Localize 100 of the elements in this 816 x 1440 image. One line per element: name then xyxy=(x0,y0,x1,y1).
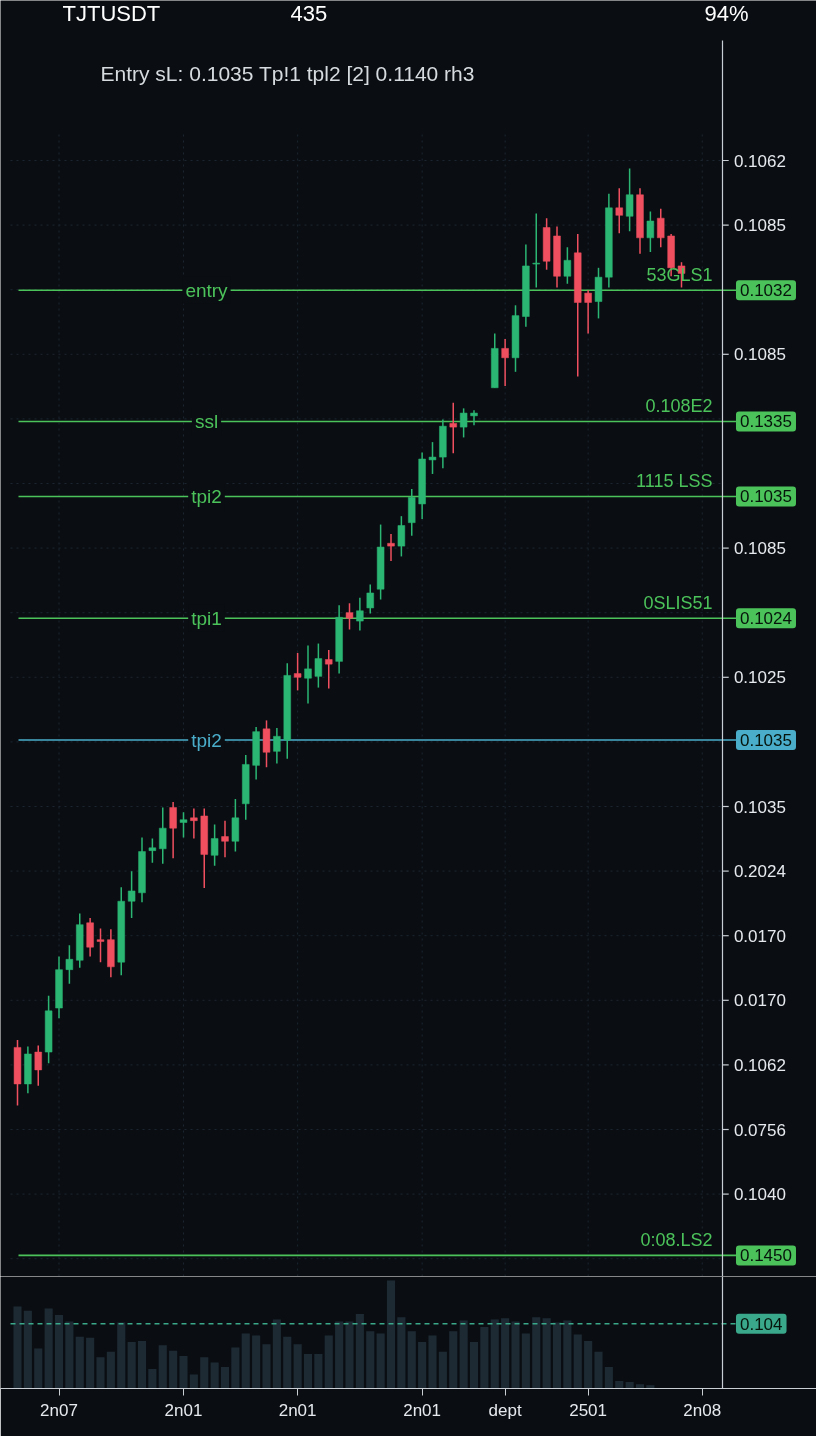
text: 0.1085 xyxy=(733,539,786,559)
candlestick xyxy=(221,819,229,858)
bar xyxy=(272,1319,281,1389)
bar xyxy=(169,1350,178,1389)
bar xyxy=(584,1340,593,1389)
candlestick xyxy=(169,801,177,859)
bar xyxy=(428,1335,437,1389)
text: 0.1085 xyxy=(733,345,786,365)
bar xyxy=(44,1308,53,1389)
candlestick xyxy=(657,208,665,248)
candlestick xyxy=(65,944,74,985)
candlestick xyxy=(459,407,468,439)
bar xyxy=(625,1382,634,1389)
bar xyxy=(386,1280,396,1389)
text: 0.1062 xyxy=(733,1055,786,1075)
ref-line-label: tpi2 xyxy=(191,485,222,507)
bar xyxy=(480,1326,489,1389)
text: 0.1025 xyxy=(733,668,786,688)
candlestick xyxy=(34,1044,42,1087)
x-tick-label: 2n01 xyxy=(164,1400,203,1420)
candlestick xyxy=(397,515,406,558)
bar xyxy=(532,1317,541,1389)
candlestick xyxy=(532,212,540,289)
candlestick xyxy=(387,533,395,562)
ref-line-label: entry xyxy=(185,279,229,301)
bar xyxy=(646,1385,655,1389)
bar xyxy=(345,1321,354,1389)
bar xyxy=(366,1331,375,1389)
bar xyxy=(54,1315,64,1389)
bar xyxy=(563,1320,572,1389)
bar xyxy=(407,1331,416,1389)
bar xyxy=(117,1322,126,1389)
bar xyxy=(252,1335,261,1389)
text: 0.1062 xyxy=(733,151,786,171)
bar xyxy=(511,1321,520,1389)
text: 0.0170 xyxy=(733,991,786,1011)
bar xyxy=(604,1366,613,1389)
annotation: 0.108E2 xyxy=(645,396,713,417)
bar xyxy=(490,1319,499,1389)
text: 0.1040 xyxy=(733,1185,786,1205)
bar xyxy=(127,1342,136,1389)
bar xyxy=(418,1342,427,1389)
candlestick xyxy=(96,927,105,963)
candlestick xyxy=(470,409,478,426)
bar xyxy=(148,1369,157,1389)
bar xyxy=(303,1353,313,1389)
bar xyxy=(324,1335,333,1389)
text: 94% xyxy=(704,1,749,26)
bar xyxy=(106,1351,115,1389)
bar xyxy=(469,1342,479,1389)
bar xyxy=(314,1353,323,1389)
bar xyxy=(501,1318,510,1389)
bar xyxy=(96,1357,105,1389)
text: 0.1035 xyxy=(739,487,792,507)
annotation: 0:08.LS2 xyxy=(640,1230,713,1251)
bar xyxy=(200,1357,209,1389)
candlestick xyxy=(159,806,167,865)
text: 0.2024 xyxy=(733,862,786,882)
bar xyxy=(231,1347,240,1389)
text: 0.1032 xyxy=(739,281,792,301)
bar xyxy=(23,1310,32,1389)
bar xyxy=(13,1306,22,1389)
ref-line-label: tpi2 xyxy=(191,729,222,751)
candlestick xyxy=(273,727,281,765)
bar xyxy=(635,1384,645,1389)
candlestick xyxy=(190,807,198,840)
bar xyxy=(283,1336,292,1389)
bar xyxy=(210,1362,219,1389)
bar xyxy=(594,1351,603,1389)
candlestick xyxy=(262,719,271,768)
candlestick xyxy=(615,187,623,234)
candlestick xyxy=(304,644,312,705)
text: 0.1335 xyxy=(739,412,792,432)
x-tick-label: 2n01 xyxy=(403,1400,442,1420)
bar xyxy=(293,1344,302,1389)
bar xyxy=(449,1331,458,1389)
x-tick-label: 2n01 xyxy=(278,1400,317,1420)
candlestick xyxy=(314,642,323,689)
ref-line-label: ssl xyxy=(194,410,219,432)
bar xyxy=(158,1345,167,1389)
x-tick-label: 2n08 xyxy=(683,1400,722,1420)
candlestick xyxy=(584,289,592,335)
bar xyxy=(573,1334,582,1389)
bar xyxy=(75,1336,84,1389)
bar xyxy=(552,1322,562,1389)
candlestick xyxy=(356,596,364,632)
bar xyxy=(542,1318,551,1389)
bar xyxy=(65,1321,74,1389)
bar xyxy=(179,1356,188,1389)
text: 435 xyxy=(290,1,328,26)
text: 0.1450 xyxy=(739,1246,792,1266)
bar xyxy=(34,1348,43,1389)
candlestick xyxy=(231,798,240,853)
text: 0.0756 xyxy=(733,1120,786,1140)
candlestick xyxy=(345,602,354,631)
text: 0.1035 xyxy=(733,797,786,817)
candlestick xyxy=(325,649,333,690)
bar xyxy=(86,1337,95,1389)
bar xyxy=(137,1340,147,1389)
chart-title: TJTUSDT xyxy=(62,1,161,26)
